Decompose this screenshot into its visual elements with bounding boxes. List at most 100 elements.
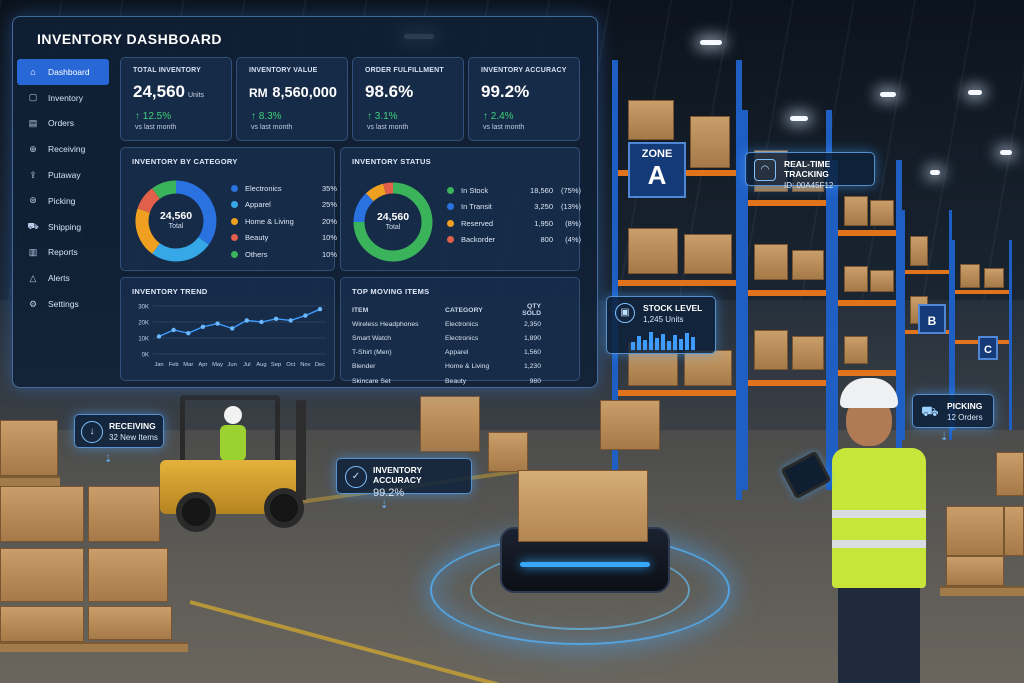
hard-hat	[840, 378, 898, 408]
category-donut-chart	[135, 180, 217, 262]
donut-total-label: Total	[168, 223, 184, 230]
sidebar-item-label: Orders	[48, 118, 74, 129]
trend-line	[158, 308, 321, 338]
table-row[interactable]: Wireless Headphones Electronics 2,350	[352, 317, 542, 331]
trend-point-mar[interactable]	[186, 331, 191, 336]
legend-item[interactable]: Reserved 1,950 (8%)	[447, 215, 581, 232]
donut-center: 24,560 Total	[133, 210, 219, 230]
ceiling-light	[880, 92, 896, 97]
legend-dot	[231, 184, 238, 192]
legend-item[interactable]: Apparel 25%	[231, 197, 337, 214]
legend-item[interactable]: Others 10%	[231, 246, 337, 263]
stock-level-tag[interactable]: ▣ STOCK LEVEL 1,245 Units	[606, 296, 716, 354]
table-row[interactable]: Smart Watch Electronics 1,890	[352, 331, 542, 345]
legend-item[interactable]: Electronics 35%	[231, 180, 337, 197]
legend-label: In Stock	[461, 185, 489, 195]
table-row[interactable]: T-Shirt (Men) Apparel 1,560	[352, 346, 542, 360]
sidebar-item-settings[interactable]: ⚙ Settings	[13, 291, 113, 317]
sidebar-item-receiving[interactable]: ⊕ Receiving	[13, 136, 113, 162]
sidebar-item-shipping[interactable]: ⛟ Shipping	[13, 214, 113, 240]
legend-count: 3,250	[534, 202, 553, 212]
legend-label: Home & Living	[245, 216, 294, 226]
legend-item[interactable]: In Transit 3,250 (13%)	[447, 199, 581, 216]
kpi-card-inventory-accuracy[interactable]: INVENTORY ACCURACY 99.2% ↑ 2.4% vs last …	[468, 57, 580, 141]
legend-label: Reserved	[461, 218, 494, 228]
tag-title: STOCK LEVEL	[643, 303, 703, 313]
donut-slice-beauty[interactable]	[137, 188, 161, 213]
storage-rack	[832, 160, 902, 460]
legend-item[interactable]: Backorder 800 (4%)	[447, 232, 581, 249]
zone-a-sign: ZONE A	[628, 142, 686, 198]
sidebar-item-label: Putaway	[48, 170, 81, 181]
inventory-trend-chart: 30K 20K 10K 0K Jan Feb Mar Apr May Jun Jul Aug Sep Oc…	[138, 305, 326, 368]
sidebar-item-inventory[interactable]: ▢ Inventory	[13, 85, 113, 111]
legend-count: 800	[540, 235, 553, 245]
sidebar-item-putaway[interactable]: ⇪ Putaway	[13, 162, 113, 188]
top-moving-items-card[interactable]: TOP MOVING ITEMS ITEM CATEGORY QTY SOLD Wir…	[340, 277, 580, 385]
receiving-tag[interactable]: ↓ RECEIVING 32 New Items	[74, 414, 164, 448]
donut-slice-reserved[interactable]	[365, 183, 387, 202]
inventory-status-card[interactable]: INVENTORY STATUS 24,560 Total In Stock 18…	[340, 147, 581, 271]
x-tick-label: Jan	[154, 362, 163, 368]
sidebar-item-alerts[interactable]: △ Alerts	[13, 265, 113, 291]
donut-slice-others[interactable]	[152, 180, 177, 199]
inventory-trend-card[interactable]: INVENTORY TREND 30K 20K 10K 0K Jan Feb Mar Apr M…	[120, 277, 335, 381]
arrow-up-icon: ↑	[367, 111, 372, 122]
real-time-tracking-tag[interactable]: ◠ REAL-TIME TRACKING ID: 00A45F12	[745, 152, 875, 190]
section-title: INVENTORY BY CATEGORY	[132, 157, 238, 166]
legend-item[interactable]: In Stock 18,560 (75%)	[447, 182, 581, 199]
donut-slice-backorder[interactable]	[383, 182, 394, 195]
stock-bar	[655, 338, 659, 350]
kpi-card-total-inventory[interactable]: TOTAL INVENTORY 24,560 Units ↑ 12.5% vs l…	[120, 57, 232, 141]
tag-subtitle: ID: 00A45F12	[784, 181, 834, 190]
zone-sign-letter: A	[647, 160, 667, 190]
robot-light	[520, 562, 650, 567]
kpi-value: RM 8,560,000	[249, 85, 337, 101]
donut-slice-home-living[interactable]	[135, 208, 161, 254]
kpi-card-order-fulfillment[interactable]: ORDER FULFILLMENT 98.6% ↑ 3.1% vs last m…	[352, 57, 464, 141]
sidebar-item-reports[interactable]: ▥ Reports	[13, 240, 113, 266]
table-cell: 1,560	[523, 349, 541, 357]
trend-point-sep[interactable]	[273, 316, 279, 321]
trend-point-may[interactable]	[215, 321, 220, 326]
bell-icon: △	[29, 272, 37, 283]
trend-point-oct[interactable]	[288, 318, 293, 323]
x-tick-label: Jun	[228, 362, 237, 368]
stock-bar	[631, 342, 635, 350]
trend-point-aug[interactable]	[259, 319, 264, 325]
sidebar-item-dashboard[interactable]: ⌂ Dashboard	[17, 59, 109, 85]
forklift-cab	[180, 395, 280, 463]
report-icon: ▥	[28, 246, 38, 257]
donut-slice-in-stock[interactable]	[353, 182, 433, 262]
legend-percent: (8%)	[565, 218, 581, 228]
table-cell: Smart Watch	[352, 334, 392, 342]
sidebar-item-orders[interactable]: ▤ Orders	[13, 111, 113, 137]
inventory-by-category-card[interactable]: INVENTORY BY CATEGORY 24,560 Total Elect…	[120, 147, 337, 271]
table-row[interactable]: Skincare Set Beauty 980	[352, 374, 542, 388]
trend-point-nov[interactable]	[303, 313, 308, 318]
kpi-card-inventory-value[interactable]: INVENTORY VALUE RM 8,560,000 ↑ 8.3% vs l…	[236, 57, 348, 141]
trend-point-apr[interactable]	[200, 324, 206, 329]
sidebar-item-picking[interactable]: ⊛ Picking	[13, 188, 113, 214]
inventory-dashboard-panel: INVENTORY DASHBOARD ⌂ Dashboard ▢ Inventory…	[12, 16, 598, 388]
donut-slice-electronics[interactable]	[175, 180, 217, 245]
donut-slice-apparel[interactable]	[152, 236, 209, 262]
trend-point-jun[interactable]	[229, 326, 235, 331]
legend-item[interactable]: Home & Living 20%	[231, 213, 337, 230]
trend-point-feb[interactable]	[171, 327, 176, 333]
inventory-accuracy-tag[interactable]: ✓ INVENTORY ACCURACY 99.2%	[336, 458, 472, 499]
kpi-change: ↑ 3.1%	[367, 111, 398, 122]
table-row[interactable]: Blender Home & Living 1,230	[352, 360, 542, 374]
kpi-comparison: vs last month	[367, 124, 409, 131]
table-cell: Beauty	[445, 377, 467, 385]
putaway-icon: ⇪	[29, 169, 37, 180]
donut-slice-in-transit[interactable]	[353, 193, 374, 223]
stock-bar	[667, 341, 671, 350]
legend-item[interactable]: Beauty 10%	[231, 230, 337, 247]
trend-point-jul[interactable]	[244, 318, 250, 323]
table-cell: T-Shirt (Men)	[352, 349, 392, 357]
trend-point-dec[interactable]	[317, 307, 323, 312]
tag-title: REAL-TIME TRACKING	[784, 159, 831, 179]
trend-point-jan[interactable]	[156, 334, 162, 339]
picking-tag[interactable]: ⛟ PICKING 12 Orders	[912, 394, 994, 428]
